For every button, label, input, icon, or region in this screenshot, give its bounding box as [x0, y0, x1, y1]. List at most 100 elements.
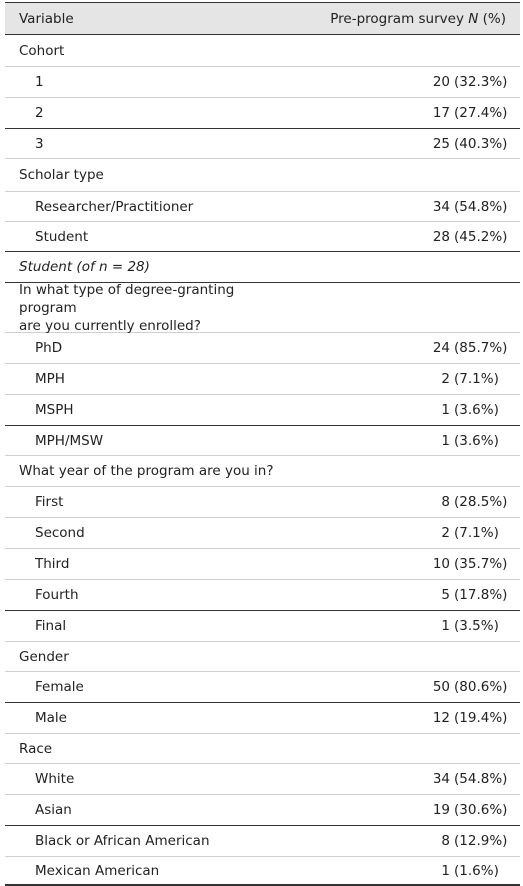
row-label: Cohort [19, 42, 65, 59]
row-count: 34 [432, 198, 450, 215]
row-label: Fourth [35, 587, 79, 603]
header-variable: Variable [19, 10, 74, 27]
row-percent: (12.9%) [454, 833, 508, 849]
row-value: 50 (80.6%) [296, 679, 520, 695]
row-count: 19 [432, 802, 450, 818]
row-percent: (54.8%) [454, 198, 508, 215]
row-percent: (28.5%) [454, 494, 508, 510]
row-label: Second [35, 525, 85, 541]
row-value: 25 (40.3%) [296, 136, 520, 152]
row-count: 1 [441, 402, 450, 418]
table-row: Male 12 (19.4%) [5, 702, 520, 733]
row-value: 28 (45.2%) [296, 229, 520, 245]
row-count: 5 [441, 587, 450, 603]
row-percent: (35.7%) [454, 556, 508, 572]
row-label: Male [35, 710, 67, 726]
row-count: 34 [432, 771, 450, 787]
row-value: 8 (12.9%) [296, 833, 520, 849]
table-row: Student 28 (45.2%) [5, 221, 520, 251]
row-value: 1 (3.6%) [296, 433, 520, 449]
row-label: In what type of degree-granting program a… [19, 281, 235, 334]
table-row: Researcher/Practitioner 34 (54.8%) [5, 191, 520, 221]
row-label: 3 [35, 135, 44, 152]
row-percent: (54.8%) [454, 771, 508, 787]
row-label: Scholar type [19, 167, 104, 183]
table-row: Fourth 5 (17.8%) [5, 579, 520, 610]
row-count: 2 [441, 371, 450, 387]
table-row: Female 50 (80.6%) [5, 671, 520, 702]
table-row: Asian 19 (30.6%) [5, 794, 520, 825]
table-row: Gender [5, 641, 520, 671]
row-label: PhD [35, 340, 63, 356]
table-row: 3 25 (40.3%) [5, 128, 520, 158]
row-percent: (1.6%) [454, 862, 499, 879]
row-count: 1 [441, 618, 450, 634]
row-percent: (3.6%) [454, 402, 499, 418]
row-label: First [35, 494, 64, 510]
row-percent: (3.5%) [454, 618, 499, 634]
row-value: 19 (30.6%) [296, 802, 520, 818]
row-value: 5 (17.8%) [296, 587, 520, 603]
row-label: What year of the program are you in? [19, 463, 274, 479]
row-percent: (80.6%) [454, 679, 508, 695]
row-percent: (7.1%) [454, 371, 499, 387]
row-label: Student (of n = 28) [19, 259, 150, 275]
row-count: 17 [432, 105, 450, 121]
row-label: Gender [19, 648, 69, 665]
table-row: Mexican American 1 (1.6%) [5, 856, 520, 884]
table-row: Scholar type [5, 158, 520, 191]
table-row: PhD 24 (85.7%) [5, 332, 520, 363]
row-count: 20 [432, 74, 450, 90]
table-row: Cohort [5, 35, 520, 66]
table-row: Student (of n = 28) [5, 251, 520, 282]
row-value: 17 (27.4%) [296, 105, 520, 121]
row-count: 24 [432, 340, 450, 356]
row-count: 50 [432, 679, 450, 695]
row-percent: (45.2%) [454, 228, 508, 245]
table-row: 1 20 (32.3%) [5, 66, 520, 97]
table-row: Black or African American 8 (12.9%) [5, 825, 520, 856]
row-count: 12 [432, 710, 450, 726]
table-row: What year of the program are you in? [5, 455, 520, 486]
header-survey-suffix: (%) [478, 10, 506, 27]
row-percent: (3.6%) [454, 432, 499, 449]
row-count: 2 [441, 525, 450, 541]
row-label: Mexican American [35, 862, 160, 879]
row-percent: (27.4%) [454, 105, 508, 121]
table-row: Third 10 (35.7%) [5, 548, 520, 579]
row-label: MSPH [35, 402, 74, 418]
table-row: Final 1 (3.5%) [5, 610, 520, 641]
table-row: 2 17 (27.4%) [5, 97, 520, 128]
row-count: 1 [441, 432, 450, 449]
row-value: 1 (3.6%) [296, 402, 520, 418]
row-label: Asian [35, 802, 72, 818]
table-header: Variable Pre-program survey N (%) [5, 3, 520, 35]
row-value: 10 (35.7%) [296, 556, 520, 572]
row-percent: (19.4%) [454, 710, 508, 726]
row-label: Third [35, 556, 70, 572]
row-value: 34 (54.8%) [296, 771, 520, 787]
row-count: 8 [441, 833, 450, 849]
row-count: 28 [432, 228, 450, 245]
row-label: Student [35, 228, 89, 245]
table-row: In what type of degree-granting program a… [5, 282, 520, 334]
header-survey: Pre-program survey N (%) [296, 11, 520, 27]
row-value: 24 (85.7%) [296, 340, 520, 356]
row-value: 8 (28.5%) [296, 494, 520, 510]
row-label: MPH [35, 371, 65, 387]
row-label: Researcher/Practitioner [35, 198, 194, 215]
table-row: Race [5, 733, 520, 763]
row-value: 12 (19.4%) [296, 710, 520, 726]
row-label: MPH/MSW [35, 432, 104, 449]
row-percent: (32.3%) [454, 74, 508, 90]
header-survey-prefix: Pre-program survey [330, 10, 469, 27]
row-label: Female [35, 679, 84, 695]
row-value: 1 (3.5%) [296, 618, 520, 634]
row-label: Race [19, 740, 53, 757]
row-label: White [35, 771, 75, 787]
row-percent: (7.1%) [454, 525, 499, 541]
row-percent: (30.6%) [454, 802, 508, 818]
row-count: 25 [432, 135, 450, 152]
row-count: 8 [441, 494, 450, 510]
table-row: First 8 (28.5%) [5, 486, 520, 517]
